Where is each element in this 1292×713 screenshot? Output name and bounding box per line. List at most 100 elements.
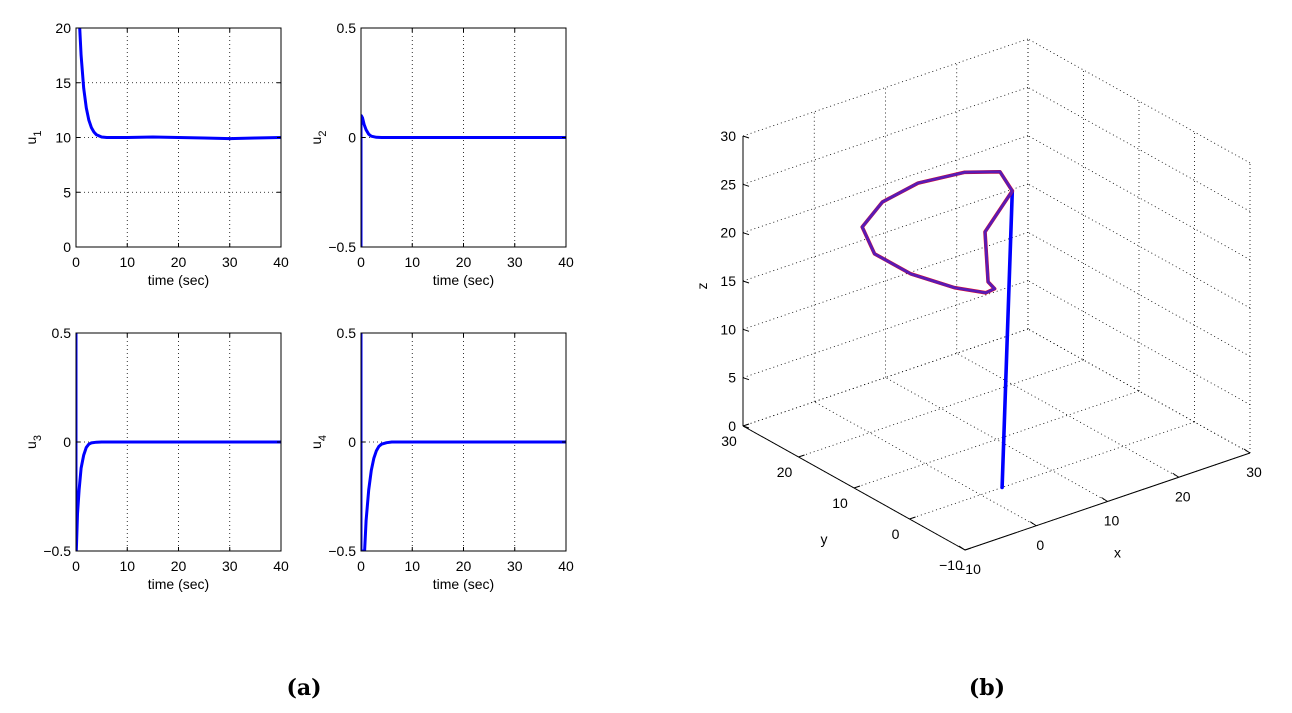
y-tick-label: 15 — [55, 75, 71, 91]
y-axis-label-subscript: 4 — [317, 435, 329, 441]
x-tick-mark — [1101, 497, 1108, 502]
y-tick-label: 0.5 — [337, 325, 357, 341]
z-tick-mark — [742, 232, 750, 236]
x-axis-label: time (sec) — [433, 272, 494, 288]
y-axis-label: u4 — [308, 435, 329, 449]
x-tick-label: 0 — [72, 254, 80, 270]
z-tick-mark — [742, 377, 750, 381]
x-tick-label: 0 — [1036, 537, 1044, 553]
x-axis-label: time (sec) — [148, 272, 209, 288]
x-tick-mark — [958, 545, 966, 551]
y-tick-label: 0.5 — [52, 325, 72, 341]
z-tick-label: 15 — [720, 273, 736, 289]
x-tick-label: 10 — [119, 254, 135, 270]
y-tick-mark — [742, 423, 750, 427]
x-tick-mark — [1029, 521, 1037, 527]
z-tick-label: 25 — [720, 176, 736, 192]
x-axis-label: time (sec) — [148, 576, 209, 592]
caption-a: (a) — [286, 675, 321, 701]
trajectory-line — [1000, 189, 1015, 490]
y-tick-label: 10 — [832, 495, 848, 511]
z-tick-label: 10 — [720, 321, 736, 337]
y-tick-mark — [798, 454, 805, 458]
series-line — [76, 333, 281, 551]
y-axis-label: u1 — [23, 131, 44, 145]
y-tick-label: 0 — [348, 130, 356, 146]
y-tick-label: 0 — [892, 526, 900, 542]
x-tick-label: 20 — [171, 254, 187, 270]
y-tick-label: −0.5 — [43, 543, 71, 559]
y-axis-label: u3 — [23, 435, 44, 449]
y-axis-label-main: u — [308, 441, 324, 449]
x-tick-label: 30 — [1246, 464, 1262, 480]
x-tick-label: 10 — [404, 254, 420, 270]
y-tick-label: 20 — [55, 20, 71, 36]
y-tick-label: −0.5 — [328, 543, 356, 559]
z-tick-label: 30 — [720, 128, 736, 144]
y-tick-label: 10 — [55, 130, 71, 146]
x-axis-label: x — [1114, 545, 1121, 561]
y-tick-label: 0.5 — [337, 20, 357, 36]
x-tick-label: 20 — [456, 558, 472, 574]
y-tick-label: 5 — [63, 184, 71, 200]
z-axis-label: z — [694, 283, 710, 290]
series-line — [361, 333, 566, 551]
x-tick-label: 30 — [222, 254, 238, 270]
y-axis-label-main: u — [23, 137, 39, 145]
z-tick-mark — [742, 183, 750, 187]
z-tick-mark — [742, 135, 750, 139]
z-tick-label: 0 — [728, 418, 736, 434]
x-tick-label: 10 — [119, 558, 135, 574]
x-tick-label: 0 — [357, 558, 365, 574]
x-tick-label: 20 — [1175, 488, 1191, 504]
z-tick-label: 20 — [720, 225, 736, 241]
y-axis-label-subscript: 1 — [32, 131, 44, 137]
x-tick-label: 30 — [507, 254, 523, 270]
y-tick-label: 30 — [721, 433, 737, 449]
x-tick-label: 30 — [222, 558, 238, 574]
y-tick-label: 0 — [63, 434, 71, 450]
y-axis-label: y — [821, 531, 828, 547]
y-tick-label: 0 — [63, 239, 71, 255]
y-axis-label-subscript: 2 — [317, 131, 329, 137]
trajectory-line — [860, 170, 1014, 295]
x-tick-label: 40 — [558, 254, 574, 270]
y-tick-label: 20 — [777, 464, 793, 480]
x-tick-label: 20 — [171, 558, 187, 574]
y-tick-mark — [853, 485, 861, 489]
z-tick-label: 5 — [728, 370, 736, 386]
y-tick-mark — [909, 516, 916, 520]
z-tick-mark — [742, 280, 750, 284]
x-tick-label: −10 — [957, 561, 981, 577]
z-tick-mark — [742, 328, 750, 332]
y-axis-label-main: u — [308, 137, 324, 145]
y-axis-label: u2 — [308, 131, 329, 145]
y-axis-label-main: u — [23, 441, 39, 449]
x-tick-label: 20 — [456, 254, 472, 270]
y-tick-label: −10 — [939, 557, 963, 573]
z-tick-mark — [742, 425, 750, 429]
x-tick-label: 0 — [72, 558, 80, 574]
x-tick-mark — [1243, 448, 1251, 454]
x-tick-label: 30 — [507, 558, 523, 574]
y-tick-label: 0 — [348, 434, 356, 450]
series-line — [78, 28, 281, 141]
x-axis-label: time (sec) — [433, 576, 494, 592]
y-axis-label-subscript: 3 — [32, 435, 44, 441]
x-tick-label: 10 — [404, 558, 420, 574]
x-tick-label: 0 — [357, 254, 365, 270]
caption-b: (b) — [969, 675, 1005, 701]
x-tick-label: 40 — [273, 254, 289, 270]
y-tick-mark — [964, 547, 972, 551]
x-tick-label: 10 — [1104, 513, 1120, 529]
x-tick-label: 40 — [558, 558, 574, 574]
x-tick-label: 40 — [273, 558, 289, 574]
subplot-1: 0 10 20 30 40 0 5 10 15 20 time (sec) u1 — [23, 20, 289, 288]
